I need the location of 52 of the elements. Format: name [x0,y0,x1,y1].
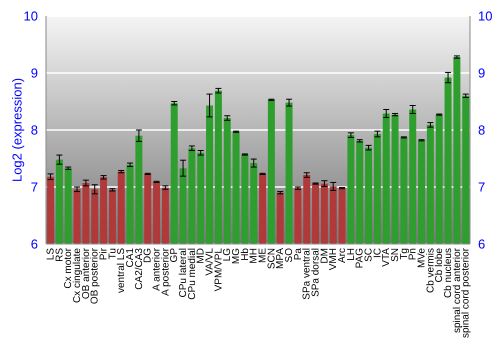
y-tick-label: 8 [30,122,38,138]
x-tick-label: spinal cord anterior [452,247,463,334]
x-tick-label: Cb lobe [434,248,446,282]
x-tick-label: VPM/VPL [213,248,224,292]
x-tick-label: VMH [328,248,340,270]
y2-tick-label: 10 [478,8,492,24]
x-tick-label: Cb nucleus [443,248,454,298]
x-tick-label: ME [258,248,269,263]
x-tick-label: Pa [292,248,304,260]
x-tick-label: Tu [107,248,118,260]
x-tick-label: SCN [266,248,278,270]
y2-tick-label: 9 [478,66,486,81]
x-tick-label: LG [222,248,234,262]
x-tick-label: SPa dorsal [310,248,322,297]
x-tick-label: spinal cord posterior [460,247,472,338]
y-tick-label: 10 [24,8,38,24]
y-axis-title: Log2 (expression) [10,78,25,182]
x-tick-label: DM [319,248,330,264]
x-tick-label: A posterior [160,247,172,296]
x-tick-label: CPu medial [186,248,198,300]
y2-tick-label: 8 [478,122,486,138]
y-tick-label: 6 [30,236,38,252]
x-tick-label: SO [284,248,296,262]
x-tick-label: SC [364,248,375,262]
y-tick-label: 7 [30,180,38,195]
x-tick-label: DG [142,248,154,263]
x-tick-label: OB posterior [90,247,101,304]
x-tick-label: OB anterior [80,247,92,300]
x-tick-label: CA2/CA3 [134,248,145,290]
x-tick-label: RS [54,248,66,262]
x-tick-label: Arc [337,248,348,263]
x-tick-label: CA1 [125,248,136,268]
y2-tick-label: 6 [478,236,486,252]
x-tick-label: PAG [354,248,366,268]
x-tick-label: SN [390,248,402,262]
y-tick-label: 9 [30,66,38,81]
x-tick-label: Pn [408,248,419,260]
x-tick-label: LS [46,248,57,260]
x-tick-label: A anterior [152,247,163,291]
x-tick-label: Pir [98,247,110,260]
x-tick-label: VTA [381,248,392,267]
x-tick-label: MPA [275,248,286,269]
x-tick-label: LH [346,248,357,261]
x-tick-label: Cx cingulate [72,248,84,304]
x-tick-label: Tg [398,248,410,260]
x-tick-label: IC [372,248,384,258]
x-tick-label: Hb [240,248,251,261]
x-tick-label: MH [248,248,260,264]
x-tick-label: MVe [416,248,428,268]
x-tick-label: ventral LS [116,248,128,294]
y2-tick-label: 7 [478,180,486,195]
x-tick-label: GP [169,248,180,262]
